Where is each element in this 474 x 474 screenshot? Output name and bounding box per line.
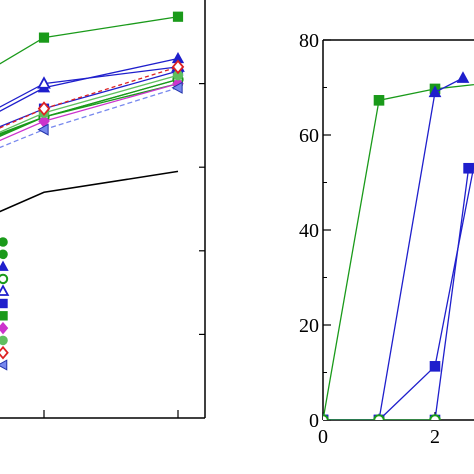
panel-b-data-point bbox=[323, 414, 329, 420]
panel-a-data-point bbox=[38, 32, 50, 43]
panel-b-y-tick-label: 60 bbox=[299, 125, 319, 147]
panel-a-chart bbox=[0, 0, 206, 419]
legend-marker bbox=[0, 237, 8, 247]
panel-b-data-point bbox=[429, 361, 441, 372]
panel-b-y-tick-label: 80 bbox=[299, 30, 319, 52]
panel-b-data-point bbox=[373, 95, 385, 106]
panel-a-series-line bbox=[0, 87, 179, 149]
panel-b-x-tick-label: 0 bbox=[318, 426, 328, 448]
panel-b-data-point bbox=[463, 162, 474, 174]
panel-a-series-line bbox=[0, 70, 179, 128]
panel-a-data-point bbox=[172, 11, 184, 22]
panel-a-data-point bbox=[171, 59, 185, 75]
legend-marker bbox=[0, 298, 8, 309]
panel-a-series-line bbox=[0, 78, 179, 137]
legend-marker bbox=[0, 249, 8, 260]
legend-marker bbox=[0, 321, 9, 335]
panel-b-series-line bbox=[323, 77, 464, 420]
legend-marker bbox=[0, 359, 8, 371]
panel-a-data-point bbox=[171, 81, 183, 94]
panel-b-data-point bbox=[429, 414, 441, 420]
panel-b-series-line bbox=[323, 168, 470, 420]
legend-marker bbox=[0, 273, 9, 285]
panel-b-chart: 0 20 40 60 80 0 2 bbox=[299, 30, 474, 448]
panel-a-series-line bbox=[0, 66, 179, 108]
legend-marker bbox=[0, 345, 9, 360]
panel-b-data-point bbox=[373, 414, 385, 420]
panel-a-data-point bbox=[37, 123, 49, 136]
legend-marker bbox=[0, 311, 8, 321]
panel-a-series-line bbox=[0, 170, 179, 213]
legend-marker bbox=[0, 284, 10, 296]
panel-b-data-point bbox=[456, 71, 470, 83]
panel-a-series-line bbox=[0, 66, 179, 129]
panel-a-series-line bbox=[0, 82, 179, 142]
panel-b-x-tick-label: 2 bbox=[430, 426, 440, 448]
panel-b-data-point bbox=[428, 85, 442, 98]
legend-marker bbox=[0, 260, 9, 271]
panel-b-plot-area bbox=[323, 71, 474, 420]
panel-b-series-line bbox=[323, 83, 474, 420]
panel-a-data-point bbox=[37, 101, 51, 117]
panel-a-series-line bbox=[0, 16, 179, 65]
panel-a-data-point bbox=[37, 76, 51, 89]
panel-b-series-line bbox=[323, 162, 474, 420]
panel-b-y-tick-label: 40 bbox=[299, 220, 319, 242]
legend-marker bbox=[0, 335, 8, 346]
panel-b-y-tick-label: 20 bbox=[299, 315, 319, 337]
panel-b-y-tick-label: 0 bbox=[309, 410, 319, 432]
